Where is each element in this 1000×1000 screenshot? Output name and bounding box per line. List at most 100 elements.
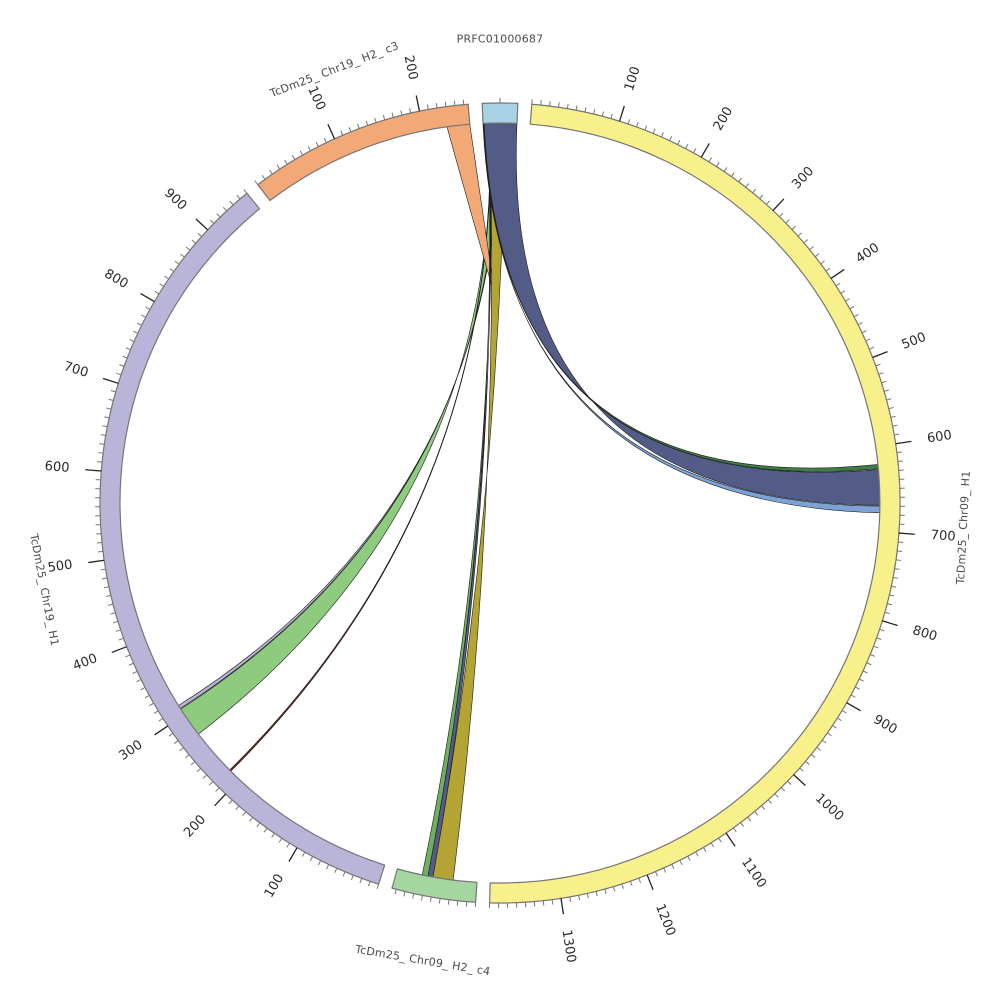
minor-tick (708, 157, 712, 163)
minor-tick (98, 452, 104, 454)
minor-tick (108, 603, 114, 606)
minor-tick (278, 838, 283, 843)
minor-tick (164, 275, 169, 280)
tick-label-Chr09_H1-1300: 1300 (559, 929, 579, 964)
minor-tick (228, 799, 233, 805)
minor-tick (104, 416, 110, 419)
minor-tick (785, 219, 790, 224)
minor-tick (301, 851, 306, 857)
minor-tick (222, 206, 228, 212)
minor-tick (866, 662, 872, 666)
minor-tick (125, 347, 131, 351)
minor-tick (779, 212, 784, 218)
minor-tick (191, 239, 197, 244)
minor-tick (144, 694, 150, 699)
minor-tick (110, 612, 116, 615)
minor-tick (291, 155, 296, 160)
minor-tick (584, 107, 587, 113)
minor-tick (897, 460, 903, 463)
minor-tick (787, 780, 792, 785)
major-tick (288, 847, 298, 862)
minor-tick (315, 141, 319, 147)
major-tick (872, 351, 888, 359)
minor-tick (593, 109, 596, 115)
ticks-layer (85, 95, 915, 915)
minor-tick (216, 213, 221, 218)
minor-tick (754, 811, 759, 816)
minor-tick (805, 760, 810, 765)
tick-label-Chr09_H1-1100: 1100 (738, 855, 769, 891)
minor-tick (888, 406, 894, 410)
minor-tick (429, 896, 432, 903)
minor-tick (821, 739, 827, 744)
minor-tick (827, 732, 832, 737)
minor-tick (394, 889, 397, 895)
minor-tick (889, 594, 895, 597)
minor-tick (869, 346, 875, 350)
major-tick (85, 469, 102, 472)
tick-label-Chr09_H1-1200: 1200 (652, 902, 678, 938)
minor-tick (359, 878, 363, 884)
minor-tick (610, 113, 613, 119)
minor-tick (575, 105, 578, 111)
minor-tick (710, 842, 715, 848)
minor-tick (374, 117, 377, 123)
minor-tick (820, 260, 825, 265)
tick-label-Chr19_H1-500: 500 (47, 557, 74, 575)
minor-tick (447, 899, 450, 905)
minor-tick (897, 550, 903, 552)
minor-tick (816, 746, 822, 751)
minor-tick (881, 380, 887, 384)
minor-tick (122, 355, 128, 359)
minor-tick (116, 372, 122, 376)
minor-tick (105, 594, 111, 598)
minor-tick (876, 637, 882, 640)
minor-tick (745, 183, 750, 188)
minor-tick (870, 654, 876, 657)
minor-tick (376, 883, 380, 890)
sector-arc-Chr19_H1 (99, 192, 386, 885)
minor-tick (185, 246, 191, 251)
sector-label-Chr19_H2_c3: TcDm25_ Chr19_ H2_ c3 (267, 39, 400, 100)
minor-tick (119, 364, 125, 367)
minor-tick (208, 781, 214, 786)
minor-tick (740, 822, 744, 827)
tick-label-Chr19_H1-300: 300 (117, 738, 146, 764)
minor-tick (884, 611, 890, 615)
major-tick (772, 198, 785, 212)
minor-tick (738, 177, 742, 183)
major-tick (646, 874, 654, 891)
minor-tick (159, 283, 165, 287)
minor-tick (894, 433, 900, 436)
minor-tick (334, 867, 338, 873)
minor-tick (420, 895, 423, 901)
minor-tick (825, 267, 831, 272)
minor-tick (249, 817, 254, 822)
minor-tick (669, 135, 673, 141)
minor-tick (196, 768, 202, 773)
minor-tick (100, 434, 106, 436)
major-tick (793, 774, 806, 786)
minor-tick (326, 864, 330, 870)
minor-tick (284, 159, 288, 165)
minor-tick (774, 793, 779, 798)
minor-tick (542, 900, 545, 906)
minor-tick (202, 774, 208, 779)
minor-tick (595, 891, 598, 897)
minor-tick (149, 702, 154, 707)
sector-label-Chr09_H2_c4: TcDm25_ Chr09_ H2_ c4 (353, 943, 491, 979)
minor-tick (873, 645, 879, 649)
sector-label-Chr19_H1: TcDm25_ Chr19_ H1 (27, 532, 61, 647)
minor-tick (254, 180, 259, 185)
minor-tick (837, 717, 842, 722)
minor-tick (136, 322, 142, 326)
minor-tick (896, 451, 902, 454)
major-tick (195, 218, 209, 231)
minor-tick (892, 424, 898, 427)
minor-tick (765, 200, 771, 205)
minor-tick (814, 253, 820, 258)
minor-tick (351, 874, 354, 880)
minor-tick (849, 306, 855, 310)
minor-tick (100, 568, 106, 571)
minor-tick (845, 298, 850, 302)
